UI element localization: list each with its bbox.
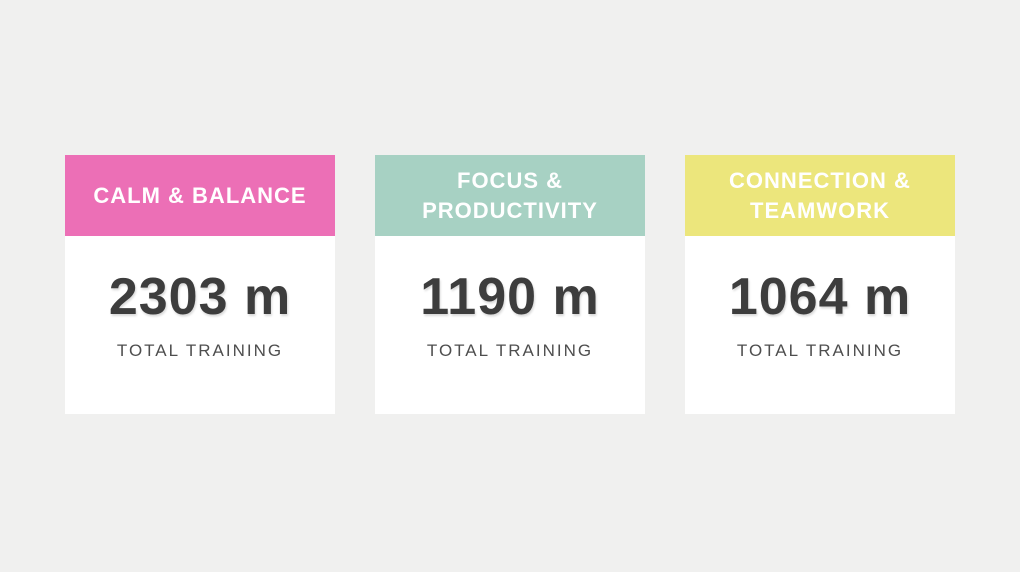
card-body: 1064 m TOTAL TRAINING	[685, 236, 955, 414]
stat-cards-row: CALM & BALANCE 2303 m TOTAL TRAINING FOC…	[65, 155, 955, 414]
card-connection-teamwork: CONNECTION & TEAMWORK 1064 m TOTAL TRAIN…	[685, 155, 955, 414]
total-training-value: 2303 m	[108, 268, 292, 326]
card-calm-balance: CALM & BALANCE 2303 m TOTAL TRAINING	[65, 155, 335, 414]
total-training-label: TOTAL TRAINING	[736, 341, 904, 361]
total-training-label: TOTAL TRAINING	[426, 341, 594, 361]
card-header-calm-balance: CALM & BALANCE	[65, 155, 335, 236]
card-header-focus-productivity: FOCUS & PRODUCTIVITY	[375, 155, 645, 236]
card-focus-productivity: FOCUS & PRODUCTIVITY 1190 m TOTAL TRAINI…	[375, 155, 645, 414]
card-body: 2303 m TOTAL TRAINING	[65, 236, 335, 414]
total-training-value: 1064 m	[728, 268, 912, 326]
card-title: FOCUS & PRODUCTIVITY	[422, 167, 598, 223]
total-training-label: TOTAL TRAINING	[116, 341, 284, 361]
total-training-value: 1190 m	[420, 268, 600, 326]
card-title: CALM & BALANCE	[93, 182, 307, 208]
card-body: 1190 m TOTAL TRAINING	[375, 236, 645, 414]
card-title: CONNECTION & TEAMWORK	[729, 167, 911, 223]
card-header-connection-teamwork: CONNECTION & TEAMWORK	[685, 155, 955, 236]
